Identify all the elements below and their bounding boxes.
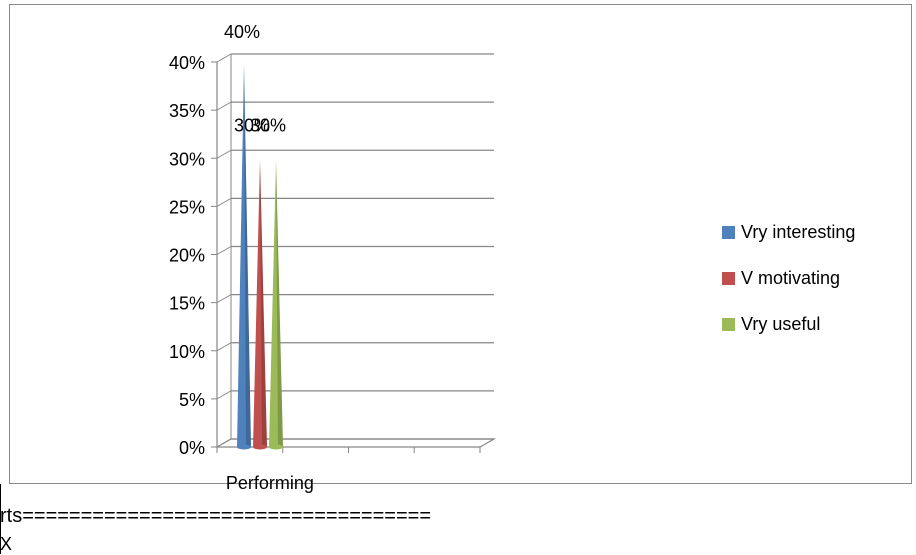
- cone-shade: [260, 160, 267, 447]
- chart-frame: [9, 4, 912, 484]
- data-label: 30%: [234, 115, 270, 135]
- bar-v-motivating: [253, 160, 267, 450]
- chart: 0%5%10%15%20%25%30%35%40% 40%30%30% Perf…: [169, 22, 855, 493]
- gridline-depth: [216, 197, 232, 207]
- bars: [237, 64, 283, 450]
- legend-swatch: [722, 318, 735, 331]
- gridline-depth: [216, 342, 232, 352]
- y-tick-label: 0%: [179, 438, 205, 458]
- y-tick-label: 30%: [169, 149, 205, 169]
- y-tick-label: 5%: [179, 390, 205, 410]
- gridline-depth: [216, 53, 232, 63]
- cone-base: [269, 444, 283, 450]
- cone-body: [269, 160, 283, 447]
- cone-shade: [276, 160, 283, 447]
- floor: [214, 438, 497, 448]
- text-cursor: [0, 484, 1, 554]
- legend-item: Vry useful: [722, 314, 820, 334]
- legend-label: V motivating: [741, 268, 840, 288]
- bar-vry-interesting: [237, 64, 251, 450]
- gridline-depth: [216, 149, 232, 159]
- gridline-depth: [216, 101, 232, 111]
- x-category-labels: Performing: [226, 473, 314, 493]
- data-labels: 40% 30%30%: [224, 22, 286, 135]
- gridline-depth: [216, 246, 232, 255]
- y-tick-label: 35%: [169, 101, 205, 121]
- y-tick-labels: 0% 5% 10% 15% 20% 25% 30% 35% 40%: [169, 53, 205, 458]
- footer-line-1: rts===================================: [0, 505, 432, 527]
- legend-swatch: [722, 272, 735, 285]
- y-tick-label: 25%: [169, 197, 205, 217]
- cone-base: [237, 444, 251, 450]
- gridline-depth: [216, 294, 232, 304]
- legend-swatch: [722, 226, 735, 239]
- y-tick-label: 10%: [169, 342, 205, 362]
- x-category-label: Performing: [226, 473, 314, 493]
- cone-body: [237, 64, 251, 447]
- data-label: 40%: [224, 22, 260, 42]
- legend-label: Vry interesting: [741, 222, 855, 242]
- axes: [211, 54, 497, 453]
- cone-body: [253, 160, 267, 447]
- legend-label: Vry useful: [741, 314, 820, 334]
- footer-line-2: X: [0, 534, 13, 554]
- data-label: 30%: [250, 115, 286, 135]
- cone-base: [253, 444, 267, 450]
- y-tick-label: 20%: [169, 246, 205, 266]
- y-tick-label: 40%: [169, 53, 205, 73]
- bar-vry-useful: [269, 160, 283, 450]
- cone-shade: [244, 64, 251, 447]
- gridline-depth: [216, 390, 232, 400]
- y-tick-label: 15%: [169, 294, 205, 314]
- legend: Vry interesting V motivating Vry useful: [722, 222, 855, 334]
- legend-item: V motivating: [722, 268, 840, 288]
- legend-item: Vry interesting: [722, 222, 855, 242]
